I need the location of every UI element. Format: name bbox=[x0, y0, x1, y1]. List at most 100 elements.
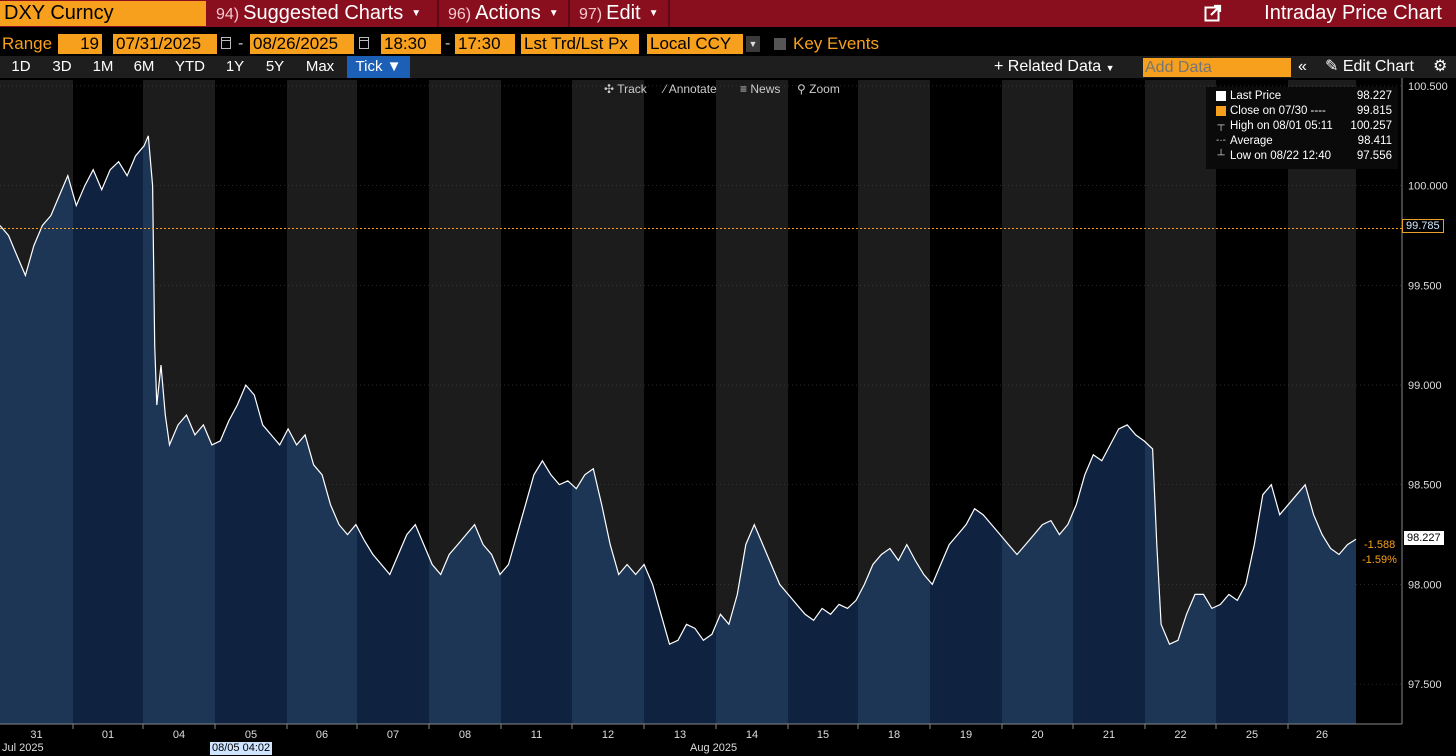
price-area-segment bbox=[1288, 484, 1356, 724]
range-value-field[interactable]: 19 bbox=[58, 34, 102, 54]
price-area-segment bbox=[215, 385, 287, 724]
legend-value: 98.227 bbox=[1356, 90, 1392, 102]
currency-dropdown-icon[interactable]: ▼ bbox=[746, 36, 760, 52]
net-change-label: -1.588 bbox=[1364, 539, 1396, 551]
period-max[interactable]: Max bbox=[305, 58, 335, 75]
end-date-field[interactable]: 08/26/2025 bbox=[250, 34, 354, 54]
x-tick-label: 08 bbox=[459, 729, 471, 741]
price-area-segment bbox=[1073, 424, 1145, 724]
price-area bbox=[0, 135, 1357, 724]
x-tick-label: 20 bbox=[1031, 729, 1043, 741]
legend-value: 100.257 bbox=[1350, 120, 1392, 132]
x-axis-ticks: 31 01 04 05 06 07 08 11 12 13 14 15 18 19 20 21 22 25 26 bbox=[30, 724, 1328, 741]
annotate-tool[interactable]: ⁄ Annotate bbox=[664, 82, 717, 96]
menu-divider bbox=[437, 0, 439, 27]
zoom-tool-label: Zoom bbox=[809, 82, 840, 96]
actions-menu[interactable]: 96) Actions ▼ bbox=[448, 0, 559, 27]
x-tick-label: 22 bbox=[1174, 729, 1186, 741]
chart-legend: Last Price 98.227 Close on 07/30 ---- 99… bbox=[1206, 87, 1398, 169]
period-1m[interactable]: 1M bbox=[92, 58, 114, 75]
price-area-segment bbox=[644, 564, 716, 724]
x-tick-label: 07 bbox=[387, 729, 399, 741]
time-dash: - bbox=[445, 35, 451, 52]
pen-icon: ⁄ bbox=[664, 82, 667, 96]
price-chart[interactable]: 97.500 98.000 98.500 99.000 99.500 100.000 100… bbox=[0, 78, 1456, 756]
price-area-segment bbox=[287, 428, 357, 724]
zoom-tool[interactable]: ⚲ Zoom bbox=[797, 82, 840, 96]
x-tick-label: 05 bbox=[245, 729, 257, 741]
menu-number: 97) bbox=[579, 6, 603, 23]
period-1y[interactable]: 1Y bbox=[225, 58, 245, 75]
related-data-button[interactable]: + Related Data ▼ bbox=[994, 56, 1115, 79]
price-area-segment bbox=[1145, 441, 1216, 724]
currency-field[interactable]: Local CCY bbox=[647, 34, 743, 54]
range-label: Range bbox=[2, 34, 53, 53]
period-6m[interactable]: 6M bbox=[133, 58, 155, 75]
y-tick-label: 98.500 bbox=[1408, 480, 1442, 492]
legend-row: ┬ High on 08/01 05:11 100.257 bbox=[1206, 119, 1398, 134]
period-tick[interactable]: Tick ▼ bbox=[347, 56, 410, 78]
end-time-field[interactable]: 17:30 bbox=[455, 34, 515, 54]
period-1d[interactable]: 1D bbox=[11, 58, 31, 75]
edit-chart-button[interactable]: ✎ Edit Chart bbox=[1325, 56, 1414, 78]
x-month-label: Aug 2025 bbox=[690, 742, 738, 754]
track-tool-label: Track bbox=[617, 82, 647, 96]
price-area-segment bbox=[143, 135, 215, 724]
x-tick-label: 12 bbox=[602, 729, 614, 741]
legend-row: ‑·‑ Average 98.411 bbox=[1206, 134, 1398, 149]
x-tick-label: 18 bbox=[888, 729, 900, 741]
y-axis-ticks: 97.500 98.000 98.500 99.000 99.500 100.000 100… bbox=[1408, 81, 1448, 691]
title-bar: DXY Curncy 94) Suggested Charts ▼ 96) Actio… bbox=[0, 0, 1456, 27]
magnifier-icon: ⚲ bbox=[797, 82, 806, 96]
legend-value: 99.815 bbox=[1356, 105, 1392, 117]
period-ytd[interactable]: YTD bbox=[175, 58, 205, 75]
calendar-icon[interactable] bbox=[221, 37, 231, 49]
collapse-chevron-icon[interactable]: « bbox=[1298, 58, 1307, 75]
menu-number: 96) bbox=[448, 6, 472, 23]
menu-label: Actions bbox=[475, 2, 541, 24]
caret-down-icon: ▼ bbox=[648, 8, 659, 20]
period-5y[interactable]: 5Y bbox=[265, 58, 285, 75]
x-month-label: Jul 2025 bbox=[2, 742, 44, 754]
last-price-badge: 98.227 bbox=[1404, 531, 1444, 545]
x-tick-label: 01 bbox=[102, 729, 114, 741]
price-area-segment bbox=[1002, 512, 1073, 724]
gear-icon[interactable]: ⚙ bbox=[1433, 58, 1448, 75]
x-tick-label: 31 bbox=[30, 729, 42, 741]
start-date-field[interactable]: 07/31/2025 bbox=[113, 34, 217, 54]
price-area-segment bbox=[1216, 484, 1288, 724]
key-events-checkbox[interactable] bbox=[774, 38, 786, 50]
market-data-field[interactable]: Lst Trd/Lst Px bbox=[521, 34, 639, 54]
high-marker-icon: ┬ bbox=[1217, 120, 1225, 131]
x-tick-label: 06 bbox=[316, 729, 328, 741]
edit-menu[interactable]: 97) Edit ▼ bbox=[579, 0, 659, 27]
legend-row: Last Price 98.227 bbox=[1206, 89, 1398, 104]
price-area-segment bbox=[572, 468, 644, 724]
ticker-field[interactable]: DXY Curncy bbox=[0, 1, 206, 26]
period-3d[interactable]: 3D bbox=[52, 58, 72, 75]
news-tool[interactable]: ≡ News bbox=[740, 82, 780, 96]
x-tick-label: 19 bbox=[960, 729, 972, 741]
calendar-icon[interactable] bbox=[359, 37, 369, 49]
price-area-segment bbox=[501, 460, 572, 724]
price-area-segment bbox=[858, 544, 930, 724]
add-data-input[interactable] bbox=[1143, 58, 1291, 77]
range-dash: - bbox=[238, 35, 244, 52]
menu-divider bbox=[668, 0, 670, 27]
launch-icon[interactable] bbox=[1204, 4, 1222, 22]
y-tick-label: 100.500 bbox=[1408, 81, 1448, 93]
key-events-label: Key Events bbox=[793, 34, 879, 53]
orange-square-icon bbox=[1216, 106, 1226, 116]
legend-row: Close on 07/30 ---- 99.815 bbox=[1206, 104, 1398, 119]
chart-title: Intraday Price Chart bbox=[1264, 2, 1442, 24]
related-data-label: + Related Data bbox=[994, 58, 1102, 75]
average-marker-icon: ‑·‑ bbox=[1216, 135, 1226, 146]
x-tick-label: 13 bbox=[674, 729, 686, 741]
legend-value: 97.556 bbox=[1356, 150, 1392, 162]
legend-label: High on 08/01 05:11 bbox=[1230, 120, 1333, 132]
period-toolbar: 1D 3D 1M 6M YTD 1Y 5Y Max Tick ▼ + Relat… bbox=[0, 56, 1456, 78]
start-time-field[interactable]: 18:30 bbox=[381, 34, 441, 54]
track-tool[interactable]: ✣ Track bbox=[604, 82, 647, 96]
price-area-segment bbox=[357, 524, 429, 724]
suggested-charts-menu[interactable]: 94) Suggested Charts ▼ bbox=[216, 0, 421, 27]
